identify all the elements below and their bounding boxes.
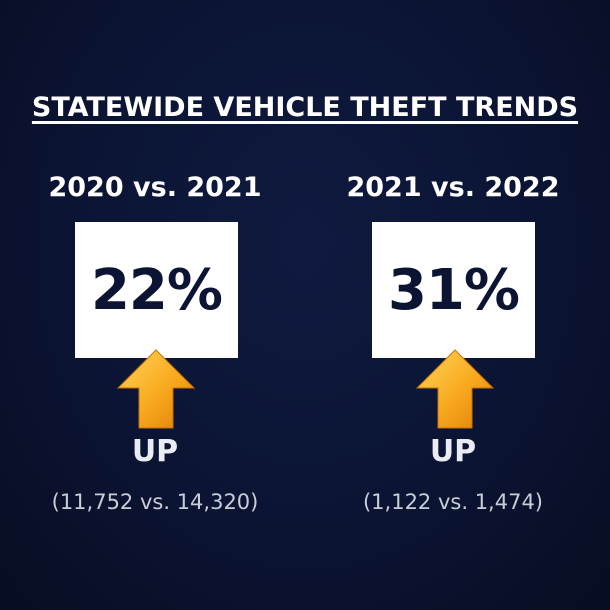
percent-change: 31% — [387, 257, 520, 323]
up-arrow-icon — [116, 349, 196, 429]
trend-panel-2020-2021: 2020 vs. 2021 22% UP (11,752 vs. 14,320) — [5, 172, 305, 532]
direction-label: UP — [429, 434, 477, 469]
period-label: 2021 vs. 2022 — [346, 172, 560, 203]
direction-label: UP — [131, 434, 179, 469]
percent-box: 31% — [372, 222, 535, 358]
theft-counts: (1,122 vs. 1,474) — [362, 490, 544, 514]
period-label: 2020 vs. 2021 — [48, 172, 262, 203]
percent-box: 22% — [75, 222, 238, 358]
up-arrow-icon — [415, 349, 495, 429]
page-title: STATEWIDE VEHICLE THEFT TRENDS — [31, 92, 579, 123]
theft-counts: (11,752 vs. 14,320) — [51, 490, 259, 514]
trend-panel-2021-2022: 2021 vs. 2022 31% UP (1,122 vs. 1,474) — [303, 172, 603, 532]
percent-change: 22% — [90, 257, 223, 323]
